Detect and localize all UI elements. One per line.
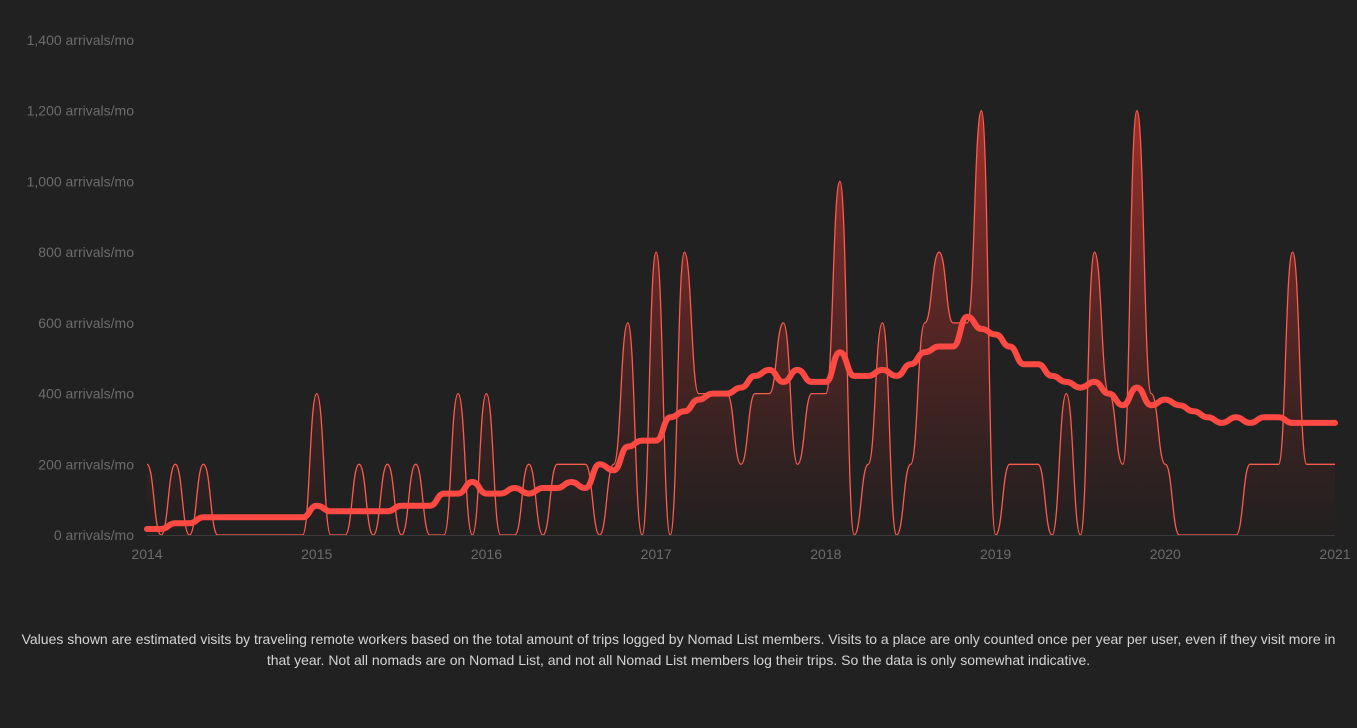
x-tick-label: 2014: [131, 546, 162, 562]
monthly-area: [147, 110, 1335, 535]
y-tick-label: 600 arrivals/mo: [38, 315, 134, 331]
y-tick-label: 1,400 arrivals/mo: [27, 32, 135, 48]
chart-svg: 0 arrivals/mo 200 arrivals/mo 400 arrivals…: [27, 32, 1351, 562]
y-tick-label: 1,200 arrivals/mo: [27, 103, 135, 119]
trend-line: [144, 313, 1338, 532]
chart-canvas: 0 arrivals/mo 200 arrivals/mo 400 arrivals…: [27, 32, 1351, 562]
y-tick-label: 200 arrivals/mo: [38, 456, 134, 472]
x-tick-label: 2019: [980, 546, 1011, 562]
y-tick-label: 1,000 arrivals/mo: [27, 173, 135, 189]
x-tick-label: 2015: [301, 546, 332, 562]
chart-footnote: Values shown are estimated visits by tra…: [21, 631, 1336, 668]
y-tick-label: 0 arrivals/mo: [54, 527, 134, 543]
y-tick-label: 400 arrivals/mo: [38, 386, 134, 402]
monthly-line: [146, 110, 1335, 536]
x-tick-label: 2020: [1150, 546, 1181, 562]
x-tick-label: 2018: [810, 546, 841, 562]
x-tick-label: 2021: [1319, 546, 1350, 562]
x-tick-label: 2017: [641, 546, 672, 562]
y-tick-label: 800 arrivals/mo: [38, 244, 134, 260]
x-tick-label: 2016: [471, 546, 502, 562]
arrivals-chart: 0 arrivals/mo 200 arrivals/mo 400 arrivals…: [27, 32, 1351, 562]
